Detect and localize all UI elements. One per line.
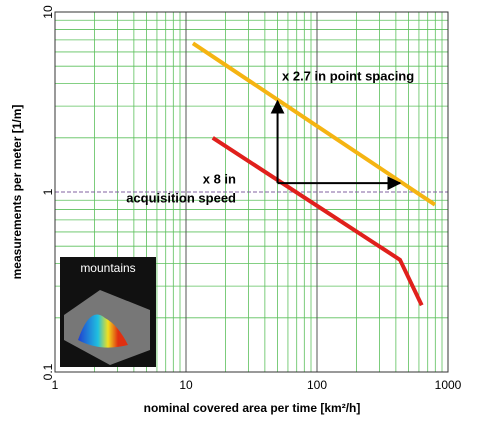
inset: mountains (60, 257, 156, 367)
inset-surface (78, 314, 128, 348)
x-axis-label: nominal covered area per time [km²/h] (144, 401, 361, 415)
y-tick-label: 0.1 (41, 363, 55, 380)
y-tick-label: 1 (41, 188, 55, 195)
plot-frame (54, 11, 449, 373)
marks (191, 41, 437, 307)
x-tick-label: 1 (52, 378, 59, 392)
annotation: x 8 in (203, 171, 236, 186)
x-tick-label: 10 (179, 378, 193, 392)
x-tick-label: 1000 (435, 378, 462, 392)
annotation: acquisition speed (126, 190, 236, 205)
x-tick-label: 100 (307, 378, 327, 392)
y-axis-label: measurements per meter [1/m] (10, 105, 24, 280)
y-tick-label: 10 (41, 5, 55, 19)
line (211, 136, 424, 307)
annotation: x 2.7 in point spacing (282, 68, 414, 83)
inset-label: mountains (80, 261, 135, 275)
